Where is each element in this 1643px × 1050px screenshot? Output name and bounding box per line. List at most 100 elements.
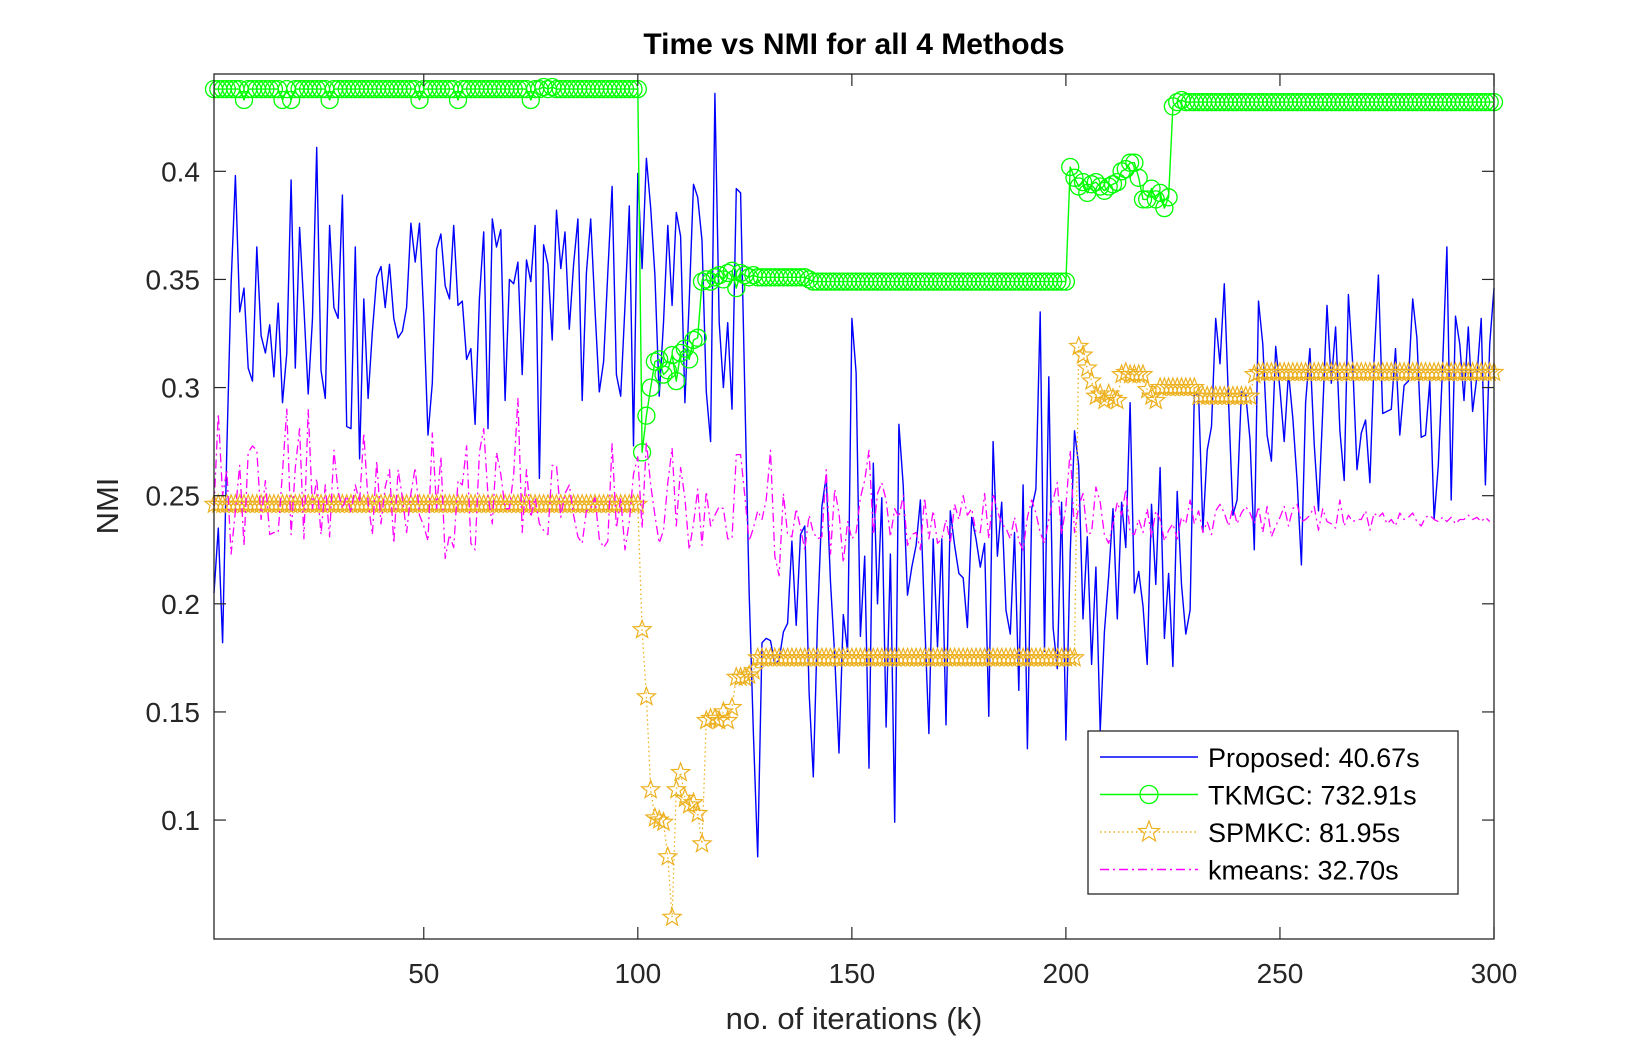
- data-point: [657, 845, 679, 866]
- data-point: [731, 263, 750, 283]
- data-point: [1080, 369, 1103, 391]
- data-point: [665, 778, 688, 799]
- series-layer: [203, 77, 1505, 927]
- data-point: [256, 79, 275, 99]
- data-point: [742, 659, 765, 680]
- series-4: [213, 397, 1491, 577]
- data-point: [639, 778, 662, 799]
- data-point: [661, 906, 683, 927]
- data-point: [393, 79, 412, 99]
- data-point: [691, 832, 713, 853]
- series-1: [213, 92, 1495, 858]
- data-point: [667, 371, 686, 391]
- data-point: [1472, 92, 1491, 112]
- data-point: [273, 90, 292, 110]
- data-point: [1061, 157, 1080, 177]
- data-point: [680, 350, 699, 369]
- data-point: [787, 268, 806, 287]
- data-point: [682, 791, 705, 812]
- legend-item-1: Proposed: 40.67s: [1100, 743, 1420, 773]
- data-point: [1103, 175, 1123, 194]
- data-point: [641, 378, 660, 397]
- data-point: [738, 664, 760, 685]
- y-tick-label: 0.2: [161, 589, 200, 620]
- y-tick-label: 0.1: [161, 805, 200, 836]
- data-point: [631, 618, 653, 639]
- legend-item-3: SPMKC: 81.95s: [1100, 818, 1400, 848]
- data-point: [1065, 168, 1084, 187]
- legend-label: Proposed: 40.67s: [1208, 743, 1420, 773]
- data-point: [431, 79, 451, 99]
- data-point: [688, 328, 707, 347]
- data-point: [303, 79, 322, 99]
- x-tick-label: 50: [408, 958, 439, 989]
- x-axis-label: no. of iterations (k): [726, 1001, 983, 1036]
- series-line: [214, 86, 1494, 454]
- axes-box: [213, 73, 1495, 940]
- y-tick-label: 0.3: [161, 373, 200, 404]
- data-point: [627, 493, 649, 514]
- data-point: [1480, 92, 1499, 112]
- data-point: [1120, 153, 1140, 172]
- legend-marker: [1139, 784, 1159, 805]
- data-point: [669, 761, 692, 782]
- data-point: [1099, 177, 1118, 196]
- data-point: [692, 272, 712, 291]
- y-tick-label: 0.15: [146, 697, 201, 728]
- legend-label: TKMGC: 732.91s: [1208, 781, 1417, 811]
- y-tick-label: 0.25: [146, 481, 201, 512]
- y-tick-label: 0.35: [146, 264, 201, 295]
- x-tick-label: 300: [1471, 958, 1518, 989]
- data-point: [1091, 177, 1110, 196]
- data-point: [217, 79, 236, 99]
- chart-title: Time vs NMI for all 4 Methods: [643, 28, 1064, 61]
- ticks-layer: 50 100 150 200 250 300 0.1 0.15 0.2 0.25 0.3 0.35 0.…: [146, 74, 1518, 989]
- data-point: [1089, 382, 1111, 404]
- data-point: [637, 406, 656, 425]
- data-point: [1138, 190, 1157, 209]
- legend-items: Proposed: 40.67s TKMGC: 732.91s SPMKC: 81.…: [1100, 743, 1420, 886]
- data-point: [662, 345, 682, 365]
- x-tick-label: 200: [1043, 958, 1090, 989]
- data-point: [1159, 188, 1178, 207]
- legend-item-2: TKMGC: 732.91s: [1100, 781, 1417, 811]
- data-point: [1129, 168, 1148, 187]
- data-point: [1108, 172, 1127, 192]
- data-point: [1052, 272, 1071, 291]
- series-2: [204, 77, 1504, 462]
- series-3: [203, 335, 1505, 927]
- data-point: [687, 802, 709, 823]
- data-point: [1043, 272, 1063, 291]
- data-point: [1076, 356, 1098, 378]
- legend: Proposed: 40.67s TKMGC: 732.91s SPMKC: 81.…: [1087, 730, 1459, 895]
- x-tick-label: 150: [829, 958, 876, 989]
- legend-item-4: kmeans: 32.70s: [1100, 856, 1399, 886]
- data-point: [652, 810, 675, 832]
- data-point: [722, 261, 742, 280]
- data-point: [721, 696, 743, 717]
- data-point: [1155, 198, 1174, 218]
- data-point: [795, 268, 814, 287]
- data-point: [624, 79, 643, 99]
- data-point: [654, 365, 673, 384]
- data-point: [1239, 384, 1261, 406]
- legend-label: kmeans: 32.70s: [1208, 856, 1399, 886]
- data-point: [635, 685, 658, 706]
- data-point: [632, 443, 652, 462]
- data-point: [705, 268, 725, 287]
- data-point: [1048, 272, 1067, 291]
- data-point: [1063, 646, 1086, 667]
- data-point: [504, 79, 523, 99]
- series-line: [213, 92, 1495, 858]
- legend-marker: [1136, 819, 1162, 843]
- data-point: [717, 709, 739, 730]
- x-tick-label: 250: [1257, 958, 1304, 989]
- y-axis-label: NMI: [90, 478, 125, 535]
- series-line: [214, 345, 1494, 919]
- data-point: [1072, 343, 1094, 365]
- data-point: [1142, 179, 1161, 198]
- data-point: [674, 787, 696, 808]
- y-tick-label: 0.4: [161, 156, 200, 187]
- data-point: [615, 79, 635, 99]
